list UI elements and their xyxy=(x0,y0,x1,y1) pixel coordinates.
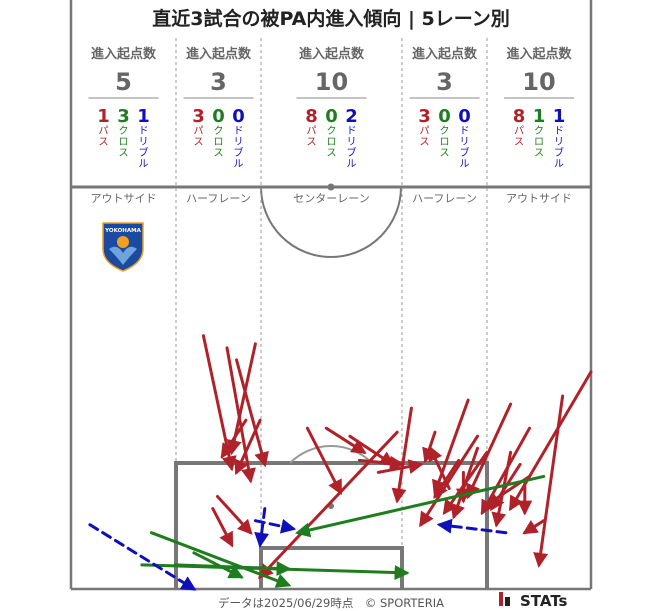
lane-pass-label: パス xyxy=(420,125,430,148)
pass-arrow xyxy=(466,402,513,500)
chart-title: 直近3試合の被PA内進入傾向 | 5レーン別 xyxy=(152,7,510,30)
lane-stats: 進入起点数51パス3クロス1ドリブル進入起点数33パス0クロス0ドリブル進入起点… xyxy=(88,46,574,170)
dribble-arrow xyxy=(254,507,270,548)
lane-cross-label: クロス xyxy=(214,125,224,159)
lane-dribble-label: ドリブル xyxy=(347,126,357,170)
lane-name: アウトサイド xyxy=(506,192,572,205)
lane-dribble-count: 2 xyxy=(345,106,358,127)
arrow-layer xyxy=(88,334,593,591)
lane-pass-label: パス xyxy=(99,125,109,148)
lane-dribble-count: 0 xyxy=(232,106,245,127)
lane-pass-count: 3 xyxy=(418,106,431,127)
pass-arrow xyxy=(216,495,253,535)
pass-arrow xyxy=(419,434,479,528)
lane-pass-label: パス xyxy=(307,125,317,148)
brand-mark-icon xyxy=(499,592,503,606)
pass-arrow xyxy=(348,434,396,467)
pass-arrow xyxy=(431,398,470,496)
lane-header-label: 進入起点数 xyxy=(299,46,365,62)
pass-arrow xyxy=(391,406,413,504)
lane-dribble-label: ドリブル xyxy=(139,126,149,170)
lane-total: 10 xyxy=(315,68,348,96)
penalty-area xyxy=(174,461,489,589)
pass-arrow xyxy=(357,455,405,471)
lane-total: 5 xyxy=(115,68,132,96)
lane-header-label: 進入起点数 xyxy=(91,46,157,62)
pass-arrow xyxy=(450,446,479,520)
pass-arrow xyxy=(305,426,342,496)
lane-cross-count: 0 xyxy=(212,106,225,127)
lane-pass-count: 8 xyxy=(513,106,526,127)
dribble-arrow xyxy=(253,518,297,534)
lane-dribble-label: ドリブル xyxy=(554,126,564,170)
pass-arrow xyxy=(324,426,367,454)
lane-total: 3 xyxy=(436,68,453,96)
lane-dribble-label: ドリブル xyxy=(234,126,244,170)
lane-total: 10 xyxy=(522,68,555,96)
lane-name: センターレーン xyxy=(293,192,369,205)
lane-header-label: 進入起点数 xyxy=(506,46,572,62)
pass-arrow xyxy=(258,430,399,580)
club-logo: YOKOHAMA xyxy=(102,222,144,272)
lane-name: ハーフレーン xyxy=(412,192,477,205)
lane-pass-label: パス xyxy=(514,125,524,148)
lane-dribble-label: ドリブル xyxy=(460,126,470,170)
center-spot xyxy=(327,183,335,191)
pass-arrow xyxy=(376,459,424,474)
lane-name: アウトサイド xyxy=(91,192,157,205)
pass-arrow xyxy=(220,418,248,459)
cross-arrow xyxy=(140,563,410,581)
lane-cross-count: 1 xyxy=(533,106,546,127)
pass-arrow xyxy=(234,418,262,476)
lane-dribble-count: 1 xyxy=(137,106,150,127)
pass-arrow xyxy=(235,358,269,468)
penalty-arc xyxy=(289,445,373,464)
lane-cross-count: 0 xyxy=(325,106,338,127)
lane-cross-label: クロス xyxy=(440,125,450,159)
center-circle xyxy=(260,186,402,258)
pass-arrow xyxy=(211,507,234,548)
lane-cross-count: 3 xyxy=(117,106,130,127)
lane-cross-count: 0 xyxy=(438,106,451,127)
cross-arrow xyxy=(149,531,292,588)
lane-header-label: 進入起点数 xyxy=(412,46,478,62)
lane-pass-count: 3 xyxy=(192,106,205,127)
lane-dribble-count: 1 xyxy=(553,106,566,127)
brand-text: STATs xyxy=(520,592,568,610)
pass-arrow xyxy=(522,519,546,535)
lane-dribble-count: 0 xyxy=(458,106,471,127)
pass-arrow xyxy=(533,394,565,568)
footer-note: データは2025/06/29時点 © SPORTERIA xyxy=(218,596,444,610)
pass-arrow xyxy=(480,426,531,516)
lane-pass-count: 1 xyxy=(97,106,110,127)
cross-arrow xyxy=(294,474,546,538)
lane-total: 3 xyxy=(210,68,227,96)
lane-cross-label: クロス xyxy=(534,125,544,159)
logo-text: YOKOHAMA xyxy=(104,228,141,234)
dribble-arrow xyxy=(88,523,197,591)
lane-name: ハーフレーン xyxy=(186,192,251,205)
brand-logo: STATs xyxy=(499,592,568,610)
cross-arrow xyxy=(192,551,244,579)
lane-header-label: 進入起点数 xyxy=(186,46,252,62)
lane-pass-count: 8 xyxy=(305,106,318,127)
lane-cross-label: クロス xyxy=(119,125,129,159)
dribble-arrow xyxy=(436,518,508,535)
lane-names: アウトサイド ハーフレーン センターレーン ハーフレーン アウトサイド xyxy=(91,192,573,205)
lane-cross-label: クロス xyxy=(327,125,337,159)
lane-pass-label: パス xyxy=(194,125,204,148)
